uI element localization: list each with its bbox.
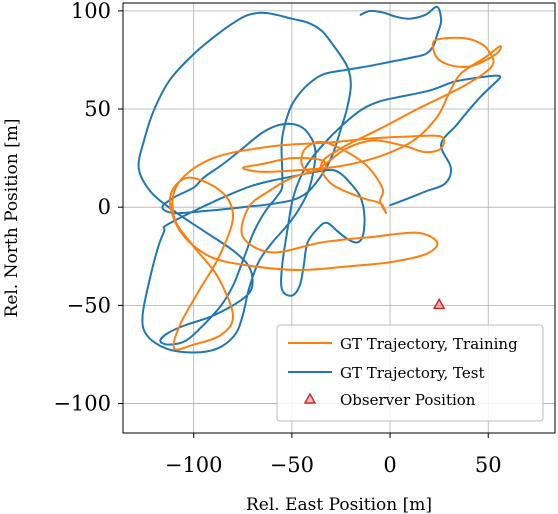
y-axis-label: Rel. North Position [m] — [2, 119, 22, 318]
x-tick-label: −100 — [165, 453, 223, 477]
plot-frame — [122, 2, 556, 434]
legend-swatch-observer — [303, 392, 317, 404]
legend: GT Trajectory, Training GT Trajectory, T… — [276, 324, 544, 422]
series-line-training — [168, 36, 502, 351]
legend-label-training: GT Trajectory, Training — [340, 335, 518, 353]
x-tick-label: 0 — [383, 453, 396, 477]
y-tick-label: 100 — [71, 0, 111, 23]
observer-position-marker — [432, 297, 446, 310]
x-tick-label: −50 — [270, 453, 314, 477]
y-tick-label: −50 — [67, 293, 111, 317]
x-axis-label: Rel. East Position [m] — [246, 495, 432, 514]
y-tick-label: 0 — [98, 195, 111, 219]
legend-label-test: GT Trajectory, Test — [340, 364, 485, 382]
legend-box — [276, 324, 544, 422]
ticks: −100 −50 0 50 −100 −50 0 50 100 — [53, 0, 501, 477]
legend-label-observer: Observer Position — [340, 391, 476, 409]
x-tick-label: 50 — [475, 453, 502, 477]
y-tick-label: 50 — [84, 97, 111, 121]
y-tick-label: −100 — [53, 392, 111, 416]
series-layer — [137, 5, 502, 354]
